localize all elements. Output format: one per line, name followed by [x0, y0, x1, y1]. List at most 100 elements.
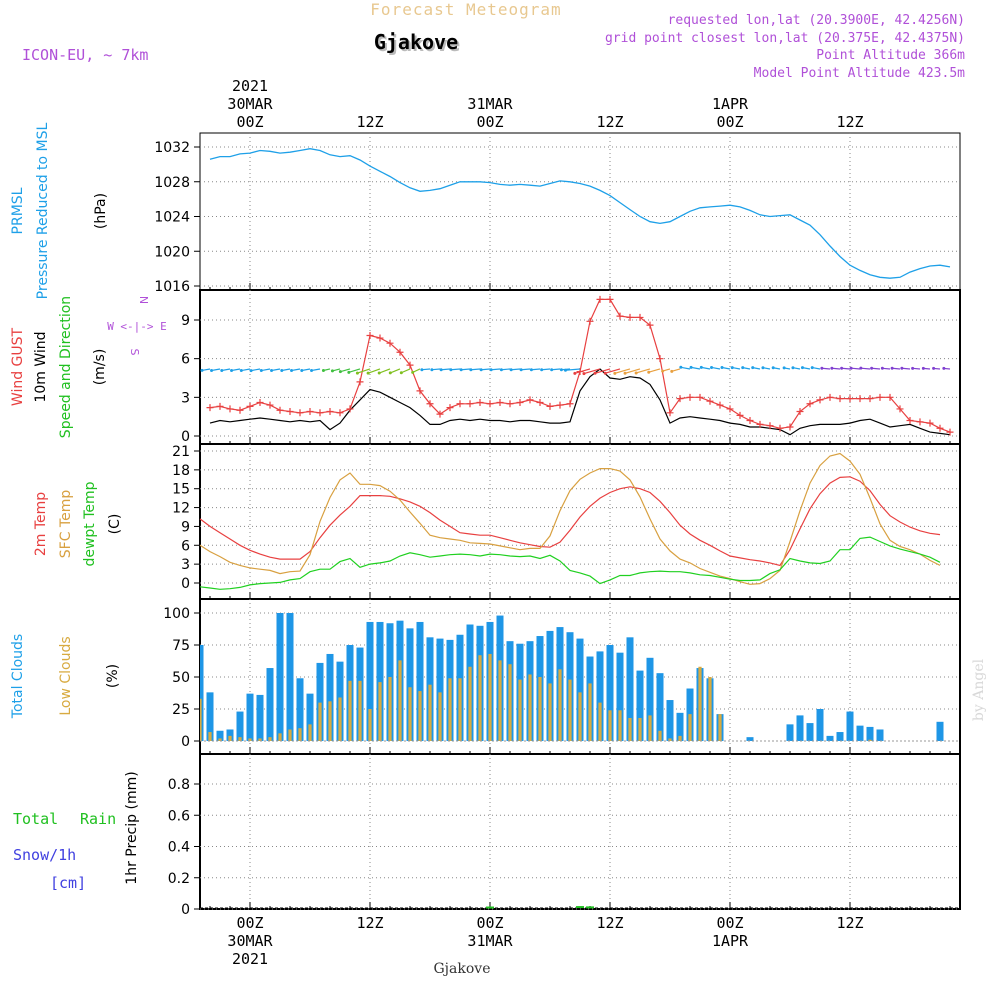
gust-marker	[366, 331, 374, 339]
grid-point-coords: grid point closest lon,lat (20.375E, 42.…	[605, 31, 965, 46]
wind-arrow-head	[890, 366, 894, 370]
gust-marker	[396, 348, 404, 356]
wind-arrow	[390, 368, 401, 374]
total-cloud-bar	[596, 651, 604, 741]
y-tick-label: 0	[181, 734, 190, 750]
wind-arrow	[605, 368, 621, 374]
wind-arrow-head	[782, 366, 786, 370]
gust-marker	[236, 406, 244, 414]
gust-marker	[306, 408, 314, 416]
y-tick-label: 6	[181, 352, 190, 368]
gust-marker	[516, 398, 524, 406]
low-cloud-bar	[200, 698, 202, 741]
gust-marker	[726, 405, 734, 413]
wind-arrow-head	[911, 366, 915, 370]
gust-marker	[886, 393, 894, 401]
gust-marker	[656, 355, 664, 363]
precip-grid	[200, 754, 960, 910]
wind-label-10m: 10m Wind	[33, 331, 49, 402]
pressure-label-msl: Pressure Reduced to MSL	[35, 122, 51, 299]
location-title: Gjakove	[374, 30, 458, 54]
low-cloud-bar	[718, 714, 722, 741]
wind-arrow-head	[932, 366, 936, 370]
low-cloud-bar	[688, 714, 692, 741]
gust-marker	[856, 395, 864, 403]
gust-marker	[356, 378, 364, 386]
time-label: 00Z	[716, 914, 743, 932]
gust-marker	[406, 361, 414, 369]
low-cloud-bar	[458, 678, 462, 741]
time-label: 31MAR	[467, 932, 513, 950]
wind-arrow-head	[563, 368, 567, 372]
total-cloud-bar	[656, 673, 664, 741]
wind-arrow	[450, 368, 461, 371]
low-cloud-bar	[258, 738, 262, 741]
wind-arrow-head	[280, 368, 284, 372]
wind-arrow-head	[573, 371, 577, 375]
wind-speed-line	[209, 368, 951, 436]
wind-arrow-head	[220, 368, 224, 372]
sfc-temp-line	[199, 452, 941, 585]
low-cloud-bar	[298, 728, 302, 741]
wind-arrow	[648, 368, 661, 373]
time-label: 30MAR	[227, 932, 273, 950]
wind-labels: Wind GUST 10m Wind Speed and Direction (…	[10, 296, 167, 438]
model-name: ICON-EU, ~ 7km	[22, 46, 148, 64]
precip-frame	[199, 753, 961, 910]
wind-arrow-head	[529, 368, 533, 372]
gust-marker	[766, 422, 774, 430]
precip-plot	[200, 906, 960, 909]
wind-arrow-head	[900, 366, 904, 370]
y-tick-label: 100	[163, 606, 190, 622]
gust-marker	[806, 400, 814, 408]
gust-marker	[496, 398, 504, 406]
y-tick-label: 75	[172, 638, 190, 654]
wind-arrow-head	[355, 371, 359, 375]
y-tick-label: 0	[181, 429, 190, 445]
wind-arrow-head	[411, 370, 415, 374]
time-label: 12Z	[596, 914, 623, 932]
total-cloud-bar	[606, 645, 614, 741]
temp-label-sfc: SFC Temp	[58, 490, 74, 559]
low-cloud-bar	[568, 679, 572, 741]
total-cloud-bar	[646, 657, 654, 741]
time-label: 12Z	[836, 113, 863, 131]
wind-arrow-head	[249, 369, 253, 373]
wind-arrow-head	[647, 370, 651, 374]
low-cloud-bar	[538, 677, 542, 741]
low-cloud-bar	[318, 702, 322, 741]
temperature-plot	[199, 452, 941, 590]
gust-marker	[276, 406, 284, 414]
total-cloud-bar	[200, 645, 204, 741]
clouds-label-unit: (%)	[105, 664, 121, 688]
pressure-panel: 1032 1028 1024 1020 1016	[154, 132, 961, 295]
total-cloud-bar	[936, 721, 944, 741]
gust-marker	[486, 400, 494, 408]
gust-marker	[866, 395, 874, 403]
gust-marker	[416, 387, 424, 395]
gust-marker	[506, 400, 514, 408]
supertitle: Forecast Meteogram	[370, 0, 561, 19]
wind-arrow	[340, 368, 351, 373]
wind-arrow-head	[439, 368, 443, 372]
temperature-labels: 2m Temp SFC Temp dewpt Temp (C)	[33, 481, 123, 566]
low-cloud-bar	[288, 729, 292, 741]
temperature-frame	[199, 443, 961, 600]
gust-marker	[666, 409, 674, 417]
total-cloud-bar	[256, 694, 264, 741]
wind-arrow-head	[459, 368, 463, 372]
temperature-grid	[200, 444, 960, 599]
wind-arrow-head	[730, 366, 734, 370]
low-cloud-bar	[668, 738, 672, 741]
total-cloud-bar	[616, 652, 624, 741]
precip-panel: 0.8 0.6 0.4 0.2 0	[168, 753, 961, 918]
wind-arrow-head	[479, 368, 483, 372]
wind-arrow-head	[870, 366, 874, 370]
low-cloud-bar	[448, 678, 452, 741]
wind-arrow	[574, 368, 591, 374]
compass-we: W <-|-> E	[107, 320, 167, 333]
y-tick-label: 18	[172, 463, 190, 479]
clouds-label-low: Low Clouds	[58, 636, 74, 715]
total-cloud-bar	[306, 693, 314, 741]
